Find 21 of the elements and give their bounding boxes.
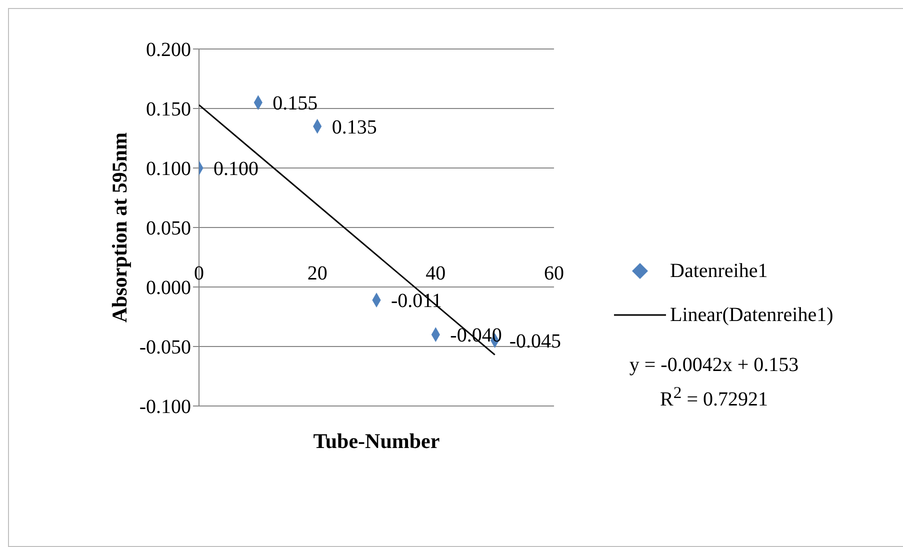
x-axis-title: Tube-Number (313, 429, 440, 453)
data-label: 0.135 (332, 116, 377, 138)
text: R$^{2}$ = 0.72921 (660, 383, 768, 411)
y-tick-label: -0.100 (139, 396, 191, 418)
legend-label: Datenreihe1 (670, 260, 768, 282)
data-label: -0.045 (509, 330, 562, 353)
y-tick-label: 0.200 (146, 39, 191, 62)
y-tick-label: 0.150 (146, 98, 191, 121)
y-tick-label: -0.050 (139, 336, 191, 359)
text: y = -0.0042x + 0.153 (629, 354, 799, 376)
x-tick-label: 0 (194, 262, 204, 285)
data-label: 0.155 (272, 92, 318, 115)
x-tick-label: 60 (544, 262, 564, 285)
y-tick-label: 0.000 (146, 277, 191, 300)
legend-label: Linear(Datenreihe1) (670, 304, 834, 326)
y-tick-label: 0.100 (146, 158, 191, 180)
x-tick-label: 20 (307, 262, 328, 285)
y-tick-label: 0.050 (146, 218, 191, 240)
y-axis-title: Absorption at 595nm (107, 132, 132, 323)
x-tick-label: 40 (426, 262, 446, 285)
data-label: 0.100 (214, 158, 259, 180)
